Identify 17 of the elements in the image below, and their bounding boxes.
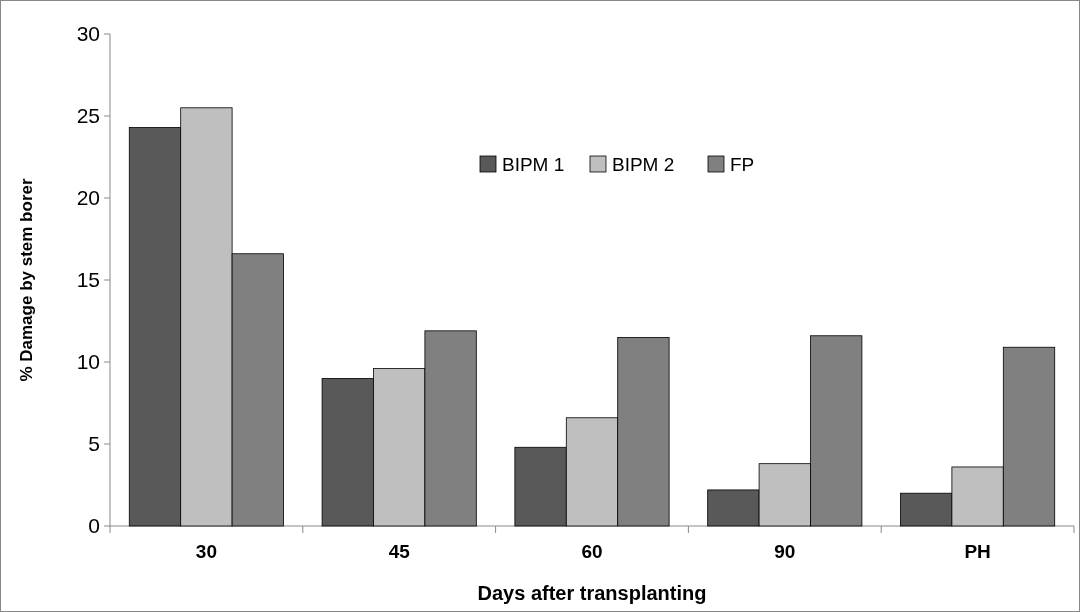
y-tick-label: 10 — [76, 350, 100, 374]
x-tick-label: 60 — [581, 541, 603, 562]
legend-label: FP — [730, 153, 755, 175]
y-tick-label: 5 — [88, 432, 100, 456]
y-axis-title: % Damage by stem borer — [17, 178, 36, 382]
x-axis-title: Days after transplanting — [477, 582, 707, 604]
legend-label: BIPM 2 — [612, 153, 675, 175]
y-tick-label: 30 — [76, 22, 100, 46]
x-tick-label: PH — [964, 541, 991, 562]
y-tick-label: 15 — [76, 268, 100, 292]
x-tick-label: 45 — [388, 541, 411, 562]
y-tick-label: 0 — [88, 514, 100, 538]
y-tick-label: 20 — [76, 186, 100, 210]
x-tick-label: 30 — [195, 541, 217, 562]
legend-label: BIPM 1 — [502, 153, 565, 175]
y-tick-label: 25 — [76, 104, 100, 128]
x-tick-label: 90 — [774, 541, 796, 562]
